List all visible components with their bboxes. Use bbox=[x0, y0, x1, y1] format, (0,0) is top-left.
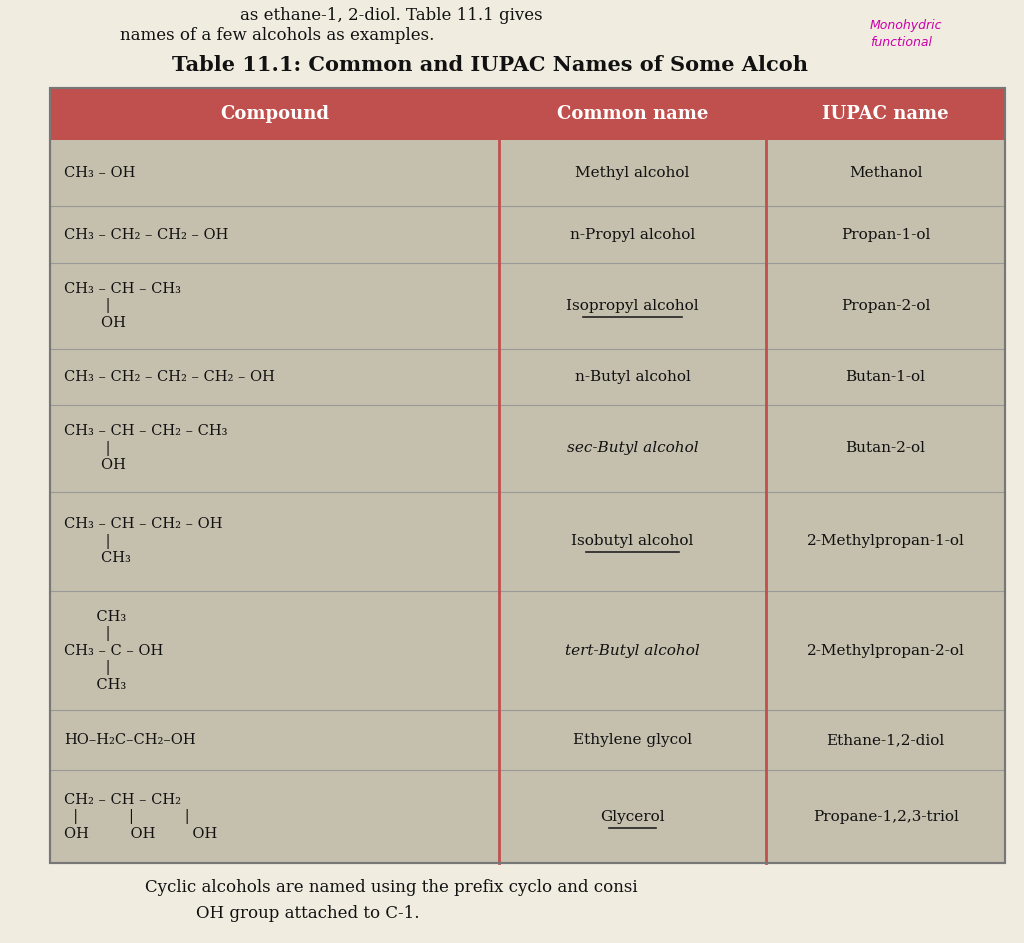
Text: Propane-1,2,3-triol: Propane-1,2,3-triol bbox=[813, 810, 958, 823]
Bar bbox=[50, 88, 1005, 140]
Text: n-Propyl alcohol: n-Propyl alcohol bbox=[570, 227, 695, 241]
Text: CH₃: CH₃ bbox=[63, 552, 131, 565]
Text: Isobutyl alcohol: Isobutyl alcohol bbox=[571, 535, 693, 548]
Text: OH: OH bbox=[63, 316, 126, 330]
Text: Propan-2-ol: Propan-2-ol bbox=[841, 299, 931, 313]
Text: |: | bbox=[63, 298, 111, 313]
Text: Methyl alcohol: Methyl alcohol bbox=[575, 166, 690, 180]
Text: functional: functional bbox=[870, 37, 932, 49]
Text: CH₃ – CH₂ – CH₂ – OH: CH₃ – CH₂ – CH₂ – OH bbox=[63, 227, 228, 241]
Text: |: | bbox=[63, 660, 111, 675]
Text: Cyclic alcohols are named using the prefix cyclo and consi: Cyclic alcohols are named using the pref… bbox=[145, 880, 638, 897]
Text: Ethylene glycol: Ethylene glycol bbox=[573, 734, 692, 747]
Text: CH₃ – OH: CH₃ – OH bbox=[63, 166, 135, 180]
Bar bbox=[50, 88, 1005, 863]
Text: names of a few alcohols as examples.: names of a few alcohols as examples. bbox=[120, 26, 434, 43]
Text: Compound: Compound bbox=[220, 105, 329, 123]
Text: Isopropyl alcohol: Isopropyl alcohol bbox=[566, 299, 698, 313]
Text: Monohydric: Monohydric bbox=[870, 19, 942, 31]
Text: CH₃: CH₃ bbox=[63, 610, 126, 623]
Text: OH group attached to C-1.: OH group attached to C-1. bbox=[175, 904, 420, 921]
Text: |: | bbox=[63, 534, 111, 549]
Text: tert-Butyl alcohol: tert-Butyl alcohol bbox=[565, 644, 700, 658]
Text: OH         OH        OH: OH OH OH bbox=[63, 827, 217, 840]
Text: as ethane-1, 2-diol. Table 11.1 gives: as ethane-1, 2-diol. Table 11.1 gives bbox=[240, 7, 543, 24]
Text: Butan-2-ol: Butan-2-ol bbox=[846, 441, 926, 455]
Text: Table 11.1: Common and IUPAC Names of Some Alcoh: Table 11.1: Common and IUPAC Names of So… bbox=[172, 55, 808, 75]
Text: Propan-1-ol: Propan-1-ol bbox=[841, 227, 931, 241]
Text: Ethane-1,2-diol: Ethane-1,2-diol bbox=[826, 734, 945, 747]
Text: |: | bbox=[63, 441, 111, 455]
Text: 2-Methylpropan-1-ol: 2-Methylpropan-1-ol bbox=[807, 535, 965, 548]
Text: CH₃: CH₃ bbox=[63, 678, 126, 692]
Text: CH₃ – CH – CH₂ – CH₃: CH₃ – CH – CH₂ – CH₃ bbox=[63, 424, 227, 438]
Text: Common name: Common name bbox=[557, 105, 709, 123]
Text: HO–H₂C–CH₂–OH: HO–H₂C–CH₂–OH bbox=[63, 734, 196, 747]
Text: CH₂ – CH – CH₂: CH₂ – CH – CH₂ bbox=[63, 792, 181, 806]
Text: CH₃ – C – OH: CH₃ – C – OH bbox=[63, 644, 163, 658]
Text: CH₃ – CH – CH₃: CH₃ – CH – CH₃ bbox=[63, 282, 181, 296]
Text: CH₃ – CH₂ – CH₂ – CH₂ – OH: CH₃ – CH₂ – CH₂ – CH₂ – OH bbox=[63, 371, 274, 384]
Text: CH₃ – CH – CH₂ – OH: CH₃ – CH – CH₂ – OH bbox=[63, 518, 222, 531]
Text: Butan-1-ol: Butan-1-ol bbox=[846, 371, 926, 384]
Text: n-Butyl alcohol: n-Butyl alcohol bbox=[574, 371, 690, 384]
Text: 2-Methylpropan-2-ol: 2-Methylpropan-2-ol bbox=[807, 644, 965, 658]
Bar bbox=[50, 88, 1005, 863]
Text: Methanol: Methanol bbox=[849, 166, 923, 180]
Text: OH: OH bbox=[63, 458, 126, 472]
Text: IUPAC name: IUPAC name bbox=[822, 105, 949, 123]
Text: |: | bbox=[63, 626, 111, 641]
Text: sec-Butyl alcohol: sec-Butyl alcohol bbox=[566, 441, 698, 455]
Text: |           |           |: | | | bbox=[63, 809, 189, 824]
Text: Glycerol: Glycerol bbox=[600, 810, 665, 823]
